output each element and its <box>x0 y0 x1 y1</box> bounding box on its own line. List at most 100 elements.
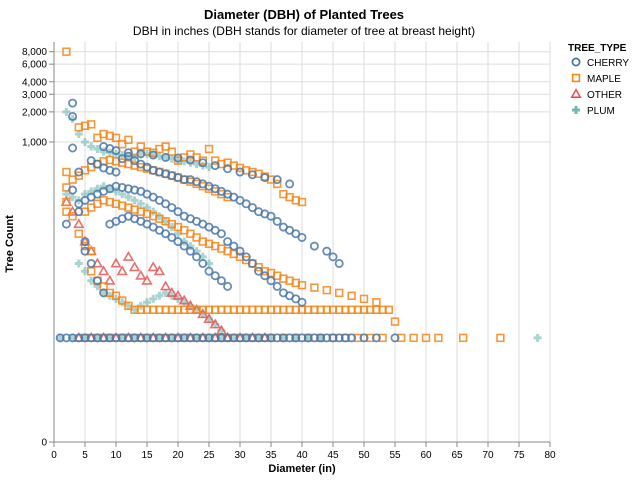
data-point-cherry <box>86 258 96 268</box>
y-axis-title: Tree Count <box>4 215 16 273</box>
data-point-plum <box>192 305 201 314</box>
data-point-maple <box>68 212 77 221</box>
data-point-cherry <box>272 333 282 343</box>
data-point-other <box>104 274 116 285</box>
data-point-other <box>128 261 141 272</box>
y-tick-label: 2,000 <box>22 107 47 118</box>
data-point-cherry <box>254 266 264 276</box>
legend-title: TREE_TYPE <box>568 43 627 54</box>
data-point-cherry <box>223 333 233 343</box>
data-point-cherry <box>117 333 127 343</box>
data-point-plum <box>130 333 139 342</box>
data-point-plum <box>93 282 102 291</box>
data-point-plum <box>180 237 189 246</box>
data-point-plum <box>304 333 313 342</box>
data-point-plum <box>192 333 201 342</box>
series-cherry <box>55 98 400 343</box>
data-point-cherry <box>247 203 257 213</box>
data-point-cherry <box>328 252 338 262</box>
data-point-cherry <box>297 232 307 242</box>
data-point-cherry <box>185 333 195 343</box>
data-point-cherry <box>223 281 233 291</box>
data-point-maple <box>421 333 431 343</box>
data-point-maple <box>384 305 393 314</box>
data-point-cherry <box>334 258 344 268</box>
data-point-cherry <box>198 258 208 268</box>
data-point-maple <box>161 142 170 151</box>
data-point-cherry <box>285 333 295 343</box>
data-point-cherry <box>235 246 245 256</box>
data-point-maple <box>390 317 400 326</box>
x-axis-title: Diameter (in) <box>268 463 336 475</box>
data-point-maple <box>124 135 133 145</box>
data-point-other <box>116 265 128 276</box>
data-point-other <box>122 250 135 261</box>
data-point-plum <box>217 326 226 335</box>
data-point-other <box>147 261 159 272</box>
data-point-cherry <box>173 153 183 163</box>
data-point-plum <box>68 193 77 202</box>
data-point-plum <box>149 151 158 160</box>
data-point-plum <box>205 259 213 268</box>
data-point-plum <box>211 320 220 329</box>
data-point-cherry <box>204 333 214 343</box>
data-point-cherry <box>173 333 183 343</box>
data-point-plum <box>161 217 170 226</box>
data-point-plum <box>279 333 288 342</box>
grid <box>53 42 551 443</box>
data-point-cherry <box>173 207 183 217</box>
y-tick-label: 4,000 <box>22 77 47 88</box>
data-point-other <box>172 289 184 300</box>
data-point-plum <box>124 193 133 202</box>
data-point-plum <box>205 333 213 342</box>
data-point-plum <box>62 107 71 116</box>
data-point-cherry <box>92 333 102 343</box>
data-point-cherry <box>266 276 276 286</box>
data-point-cherry <box>185 155 195 165</box>
data-point-cherry <box>161 199 171 209</box>
data-point-maple <box>111 291 121 300</box>
data-point-plum <box>81 190 89 199</box>
data-point-plum <box>56 333 65 342</box>
data-point-cherry <box>161 229 171 239</box>
data-point-plum <box>87 276 96 285</box>
data-point-cherry <box>61 333 71 343</box>
data-point-maple <box>310 283 319 292</box>
data-point-plum <box>161 288 170 297</box>
data-point-maple <box>322 285 331 295</box>
data-point-cherry <box>80 237 90 247</box>
data-point-maple <box>204 144 214 154</box>
data-point-plum <box>180 298 189 307</box>
data-point-cherry <box>167 203 177 213</box>
data-point-cherry <box>136 333 146 343</box>
data-point-plum <box>267 333 275 342</box>
chart-subtitle: DBH in inches (DBH stands for diameter o… <box>133 24 475 38</box>
data-point-cherry <box>216 276 226 286</box>
data-point-cherry <box>61 219 71 229</box>
data-point-plum <box>186 242 195 251</box>
data-point-plum <box>81 333 89 342</box>
data-point-plum <box>99 288 108 297</box>
x-tick-label: 25 <box>203 450 215 461</box>
legend-symbol-plum <box>572 106 580 114</box>
data-point-cherry <box>272 216 282 226</box>
data-point-cherry <box>154 333 164 343</box>
data-point-other <box>141 274 153 285</box>
data-point-plum <box>192 247 201 256</box>
data-point-cherry <box>123 333 133 343</box>
data-point-plum <box>174 229 182 238</box>
data-point-cherry <box>179 333 189 343</box>
data-point-cherry <box>185 246 195 256</box>
data-point-plum <box>192 160 201 169</box>
data-point-maple <box>87 120 96 129</box>
data-point-plum <box>112 187 120 196</box>
legend-item-plum: PLUM <box>572 106 615 117</box>
y-tick-label: 8,000 <box>22 47 47 58</box>
x-tick-label: 80 <box>544 450 556 461</box>
x-tick-label: 45 <box>327 450 339 461</box>
data-point-other <box>184 299 197 310</box>
data-point-other <box>153 265 166 276</box>
legend-item-other: OTHER <box>570 88 622 101</box>
data-point-plum <box>229 333 238 342</box>
